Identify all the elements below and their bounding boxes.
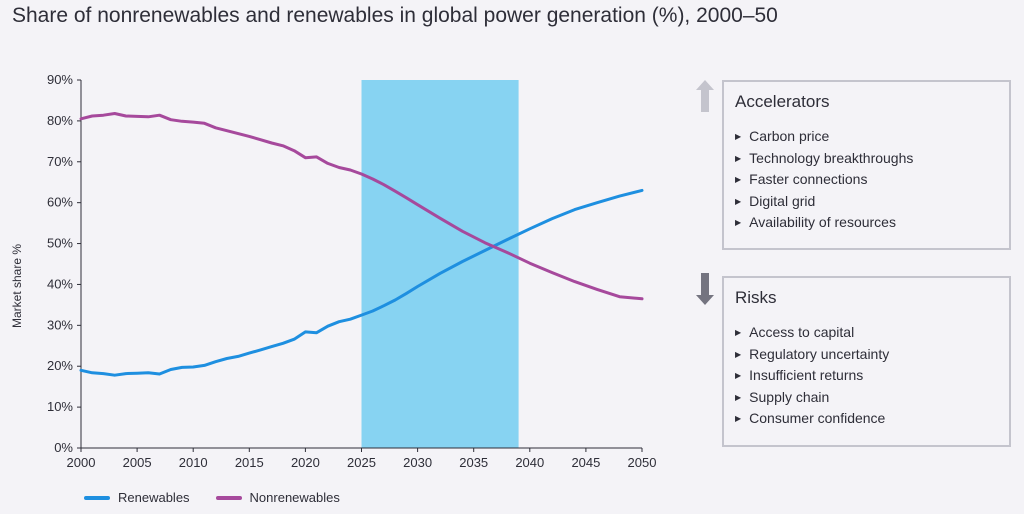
list-item: ▶ Availability of resources [735, 212, 1009, 234]
y-axis-label: Market share % [10, 244, 24, 328]
x-tick-label: 2035 [459, 455, 488, 470]
list-item: ▶ Consumer confidence [735, 408, 1009, 430]
bullet-icon: ▶ [735, 153, 742, 163]
list-item: ▶ Access to capital [735, 322, 1009, 344]
x-tick-label: 2050 [628, 455, 657, 470]
legend-label-renewables: Renewables [118, 490, 190, 505]
x-tick-label: 2045 [571, 455, 600, 470]
bullet-icon: ▶ [735, 392, 742, 402]
y-tick-label: 80% [47, 113, 73, 128]
bullet-icon: ▶ [735, 132, 742, 141]
accelerators-list: ▶ Carbon price ▶ Technology breakthroughs … [724, 126, 1009, 234]
list-item-label: Carbon price [749, 128, 830, 144]
bullet-icon: ▶ [735, 371, 742, 380]
risks-list: ▶ Access to capital ▶ Regulatory uncertain… [724, 322, 1009, 430]
x-tick-label: 2010 [179, 455, 208, 470]
y-tick-label: 20% [47, 358, 73, 373]
chart-legend: Renewables Nonrenewables [84, 490, 340, 505]
list-item: ▶ Digital grid [735, 191, 1009, 213]
y-tick-label: 90% [47, 72, 73, 87]
list-item-label: Technology breakthroughs [749, 149, 914, 166]
bullet-icon: ▶ [735, 175, 742, 184]
legend-item-renewables: Renewables [84, 490, 190, 505]
arrow-down-icon [696, 273, 714, 305]
list-item: ▶ Insufficient returns [735, 365, 1009, 387]
y-tick-label: 30% [47, 317, 73, 332]
x-tick-label: 2015 [235, 455, 264, 470]
list-item-label: Regulatory uncertainty [749, 345, 890, 362]
list-item-label: Supply chain [749, 388, 830, 405]
list-item: ▶ Carbon price [735, 126, 1009, 148]
list-item: ▶ Faster connections [735, 169, 1009, 191]
list-item-label: Digital grid [749, 192, 816, 209]
x-tick-label: 2025 [347, 455, 376, 470]
line-chart: 0% 10% 20% 30% 40% 50% 60% 70% 80% 90% 2000 2005 201… [10, 72, 657, 470]
accelerators-title: Accelerators [735, 92, 830, 111]
list-item: ▶ Technology breakthroughs [735, 148, 1009, 170]
list-item-label: Faster connections [749, 171, 868, 187]
list-item-label: Consumer confidence [749, 410, 886, 426]
bullet-icon: ▶ [735, 196, 742, 206]
series-line-nonrenewables [79, 112, 644, 301]
y-tick-label: 0% [54, 440, 73, 455]
legend-label-nonrenewables: Nonrenewables [249, 490, 340, 505]
x-tick-label: 2040 [515, 455, 544, 470]
y-tick-label: 10% [47, 399, 73, 414]
bullet-icon: ▶ [735, 328, 742, 337]
list-item-label: Insufficient returns [749, 367, 864, 383]
legend-item-nonrenewables: Nonrenewables [215, 490, 340, 505]
bullet-icon: ▶ [735, 218, 742, 227]
highlight-band [361, 80, 519, 448]
legend-swatch-nonrenewables [215, 495, 242, 500]
risks-panel: Risks ▶ Access to capital ▶ Regulatory unc… [722, 276, 1011, 447]
y-tick-label: 60% [47, 195, 73, 210]
y-tick-label: 50% [47, 236, 73, 251]
list-item: ▶ Regulatory uncertainty [735, 344, 1009, 366]
x-tick-label: 2000 [67, 455, 96, 470]
y-tick-label: 40% [47, 276, 73, 291]
arrow-up-icon [696, 80, 714, 112]
x-tick-label: 2030 [403, 455, 432, 470]
list-item: ▶ Supply chain [735, 387, 1009, 409]
chart-title: Share of nonrenewables and renewables in… [12, 4, 778, 27]
list-item-label: Availability of resources [749, 214, 896, 230]
accelerators-panel: Accelerators ▶ Carbon price ▶ Technology b… [722, 80, 1011, 250]
y-tick-label: 70% [47, 154, 73, 169]
risks-title: Risks [735, 288, 777, 307]
bullet-icon: ▶ [735, 349, 742, 359]
x-tick-label: 2005 [123, 455, 152, 470]
legend-swatch-renewables [84, 495, 110, 500]
bullet-icon: ▶ [735, 414, 742, 423]
list-item-label: Access to capital [749, 324, 855, 340]
x-tick-label: 2020 [291, 455, 320, 470]
